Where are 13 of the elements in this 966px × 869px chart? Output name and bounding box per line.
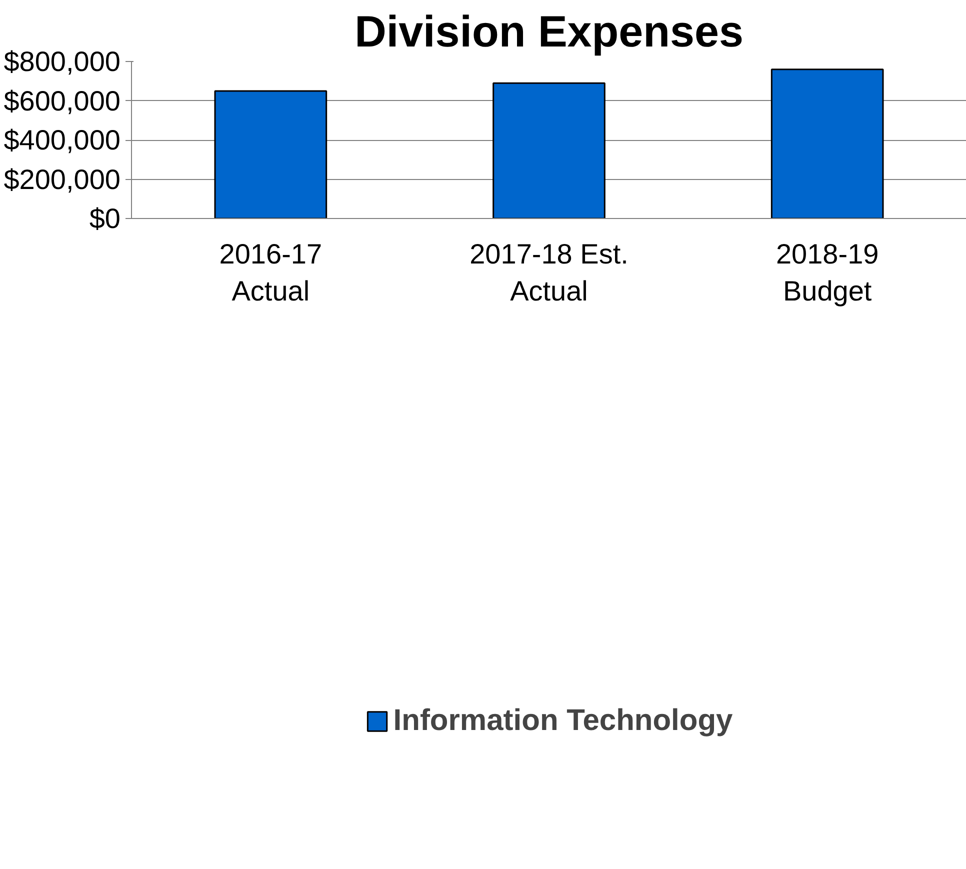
y-tick-label: $200,000 [4, 164, 121, 195]
bar [214, 90, 328, 218]
x-tick-label: 2018-19 Budget [776, 238, 879, 307]
bar [770, 68, 884, 218]
y-tick-label: $600,000 [4, 85, 121, 116]
y-tick-label: $0 [89, 203, 121, 234]
x-tick-label: 2017-18 Est. Actual [470, 238, 628, 307]
bar [492, 82, 606, 218]
y-tick-label: $800,000 [4, 46, 121, 77]
chart-title: Division Expenses [354, 8, 744, 56]
x-tick-label: 2016-17 Actual [219, 238, 322, 307]
legend-label: Information Technology [393, 704, 733, 738]
y-tick-label: $400,000 [4, 124, 121, 156]
